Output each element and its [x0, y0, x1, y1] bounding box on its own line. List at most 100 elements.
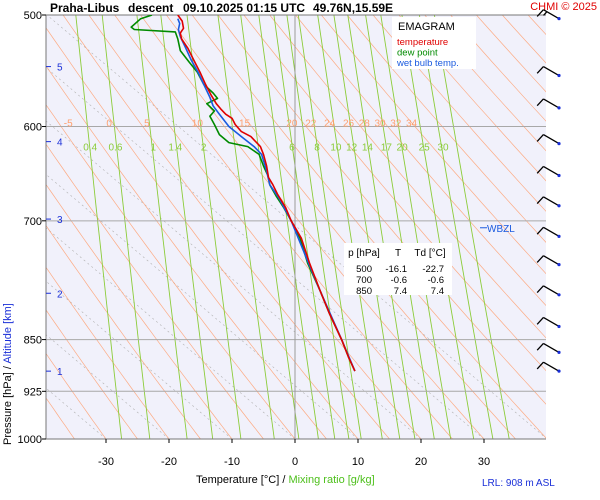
- adiabat-label: 15: [239, 118, 251, 129]
- adiabat-label: 5: [144, 118, 150, 129]
- mixing-ratio-line: [186, 15, 242, 439]
- wind-barb-staff: [543, 9, 560, 20]
- wind-barb-staff: [543, 285, 560, 296]
- wind-barb-staff: [543, 196, 560, 207]
- adiabat-label: 26: [343, 118, 355, 129]
- altitude-tick-label: 2: [57, 289, 63, 300]
- y-axis-label: Pressure [hPa] / Altitude [km]: [2, 185, 14, 445]
- sounding-profiles: [130, 15, 356, 372]
- mixing-ratio-line: [101, 15, 151, 439]
- mixing-ratio-label: 0.6: [108, 143, 122, 154]
- wind-barb-flag: [536, 134, 544, 142]
- table-cell-td: -0.6: [428, 275, 444, 286]
- mixing-ratio-label: 1.4: [168, 143, 182, 154]
- x-axis-label-separator: /: [282, 474, 286, 486]
- table-cell-p: 850: [356, 286, 372, 297]
- dry-adiabat-line: [46, 352, 107, 439]
- wind-barb-flag: [536, 98, 544, 107]
- x-tick-label: 10: [352, 456, 364, 468]
- mixing-ratio-line: [433, 15, 510, 439]
- x-tick-label: -20: [161, 456, 177, 468]
- wind-barb-flag: [536, 9, 544, 17]
- adiabat-label: 34: [406, 118, 418, 129]
- dry-adiabat-line: [62, 15, 390, 439]
- table-header: p [hPa]: [348, 248, 380, 259]
- legend-item: dew point: [397, 48, 438, 59]
- station-coordinates: 49.76N,15.59E: [313, 1, 394, 15]
- wind-barb-station-dot: [557, 350, 561, 355]
- table-cell-t: -0.6: [391, 275, 407, 286]
- mixing-ratio-line: [75, 15, 123, 439]
- mixing-ratio-label: 6: [289, 143, 295, 154]
- adiabat-label: 10: [192, 118, 204, 129]
- x-tick-label: 20: [415, 456, 427, 468]
- dry-adiabat-line: [46, 143, 264, 439]
- pressure-tick-label: 850: [24, 335, 42, 347]
- y-axis-label-separator: /: [2, 366, 14, 370]
- legend-box: [392, 17, 476, 69]
- wind-barb-staff: [543, 226, 560, 237]
- isotherm-line: [46, 15, 546, 439]
- table-cell-p: 500: [356, 264, 372, 275]
- pressure-gridlines: [45, 14, 546, 440]
- dry-adiabat-line: [321, 15, 546, 275]
- x-tick-label: -30: [98, 456, 114, 468]
- dry-adiabat-line: [46, 27, 359, 439]
- altitude-tick-label: 4: [57, 138, 63, 149]
- adiabat-label: -5: [64, 118, 73, 129]
- adiabat-label: 0: [106, 118, 112, 129]
- wind-barb-station-dot: [557, 293, 561, 297]
- wind-barb-station-dot: [557, 173, 561, 178]
- adiabat-label: 32: [390, 118, 402, 129]
- legend-item: temperature: [397, 37, 448, 48]
- table-cell-t: -16.1: [385, 264, 407, 275]
- wind-barb-station-dot: [557, 204, 561, 208]
- wind-barb-staff: [543, 255, 560, 266]
- dry-adiabat-line: [580, 15, 600, 439]
- mixing-ratio-label: 1: [150, 143, 156, 154]
- dry-adiabat-line: [269, 15, 546, 339]
- wind-barb-flag: [536, 66, 544, 74]
- mixing-ratio-line: [286, 15, 350, 439]
- table-box: [344, 243, 452, 295]
- x-tick-label: -10: [224, 456, 240, 468]
- temperature-line: [177, 15, 356, 372]
- mixing-ratio-line: [160, 15, 214, 439]
- legend-title: EMAGRAM: [398, 21, 455, 33]
- mixing-ratio-label: 20: [397, 143, 409, 154]
- mixing-ratio-line: [258, 15, 319, 439]
- legend-item: wet bulb temp.: [396, 58, 459, 69]
- wind-barb-station-dot: [557, 142, 561, 146]
- x-axis-label-mixing-ratio: Mixing ratio [g/kg]: [288, 474, 375, 486]
- wind-barb-flag: [536, 226, 544, 235]
- mixing-ratio-label: 17: [381, 143, 393, 154]
- wind-barb-station-dot: [557, 17, 561, 21]
- dry-adiabat-line: [554, 15, 600, 439]
- wind-barb-staff: [543, 165, 560, 177]
- pressure-tick-label: 700: [24, 216, 42, 228]
- mixing-ratio-line: [136, 15, 188, 439]
- dry-adiabat-line: [46, 65, 327, 439]
- x-axis-label-temperature: Temperature [°C]: [196, 474, 280, 486]
- mixing-ratio-label: 12: [346, 143, 358, 154]
- table-cell-td: -22.7: [422, 264, 444, 275]
- dry-adiabat-line: [46, 266, 170, 439]
- y-axis-label-altitude: Altitude [km]: [2, 303, 14, 364]
- adiabat-label: 22: [305, 118, 317, 129]
- mixing-ratio-label: 25: [419, 143, 431, 154]
- mixing-ratio-label: 8: [314, 143, 320, 154]
- station-name: Praha-Libus: [50, 1, 120, 15]
- dry-adiabat-line: [346, 15, 546, 243]
- wind-barb-staff: [543, 98, 560, 109]
- wbzl-label: WBZL: [487, 224, 515, 235]
- dry-adiabat-line: [450, 15, 546, 122]
- credit-text: CHMI © 2025: [530, 1, 597, 13]
- wind-barb-half-flag: [543, 11, 548, 16]
- mixing-ratio-line: [240, 15, 300, 439]
- altitude-tick-label: 3: [57, 215, 63, 226]
- mixing-ratio-label: 14: [362, 143, 374, 154]
- wind-barb-staff: [543, 65, 560, 77]
- mixing-ratio-line: [297, 15, 362, 439]
